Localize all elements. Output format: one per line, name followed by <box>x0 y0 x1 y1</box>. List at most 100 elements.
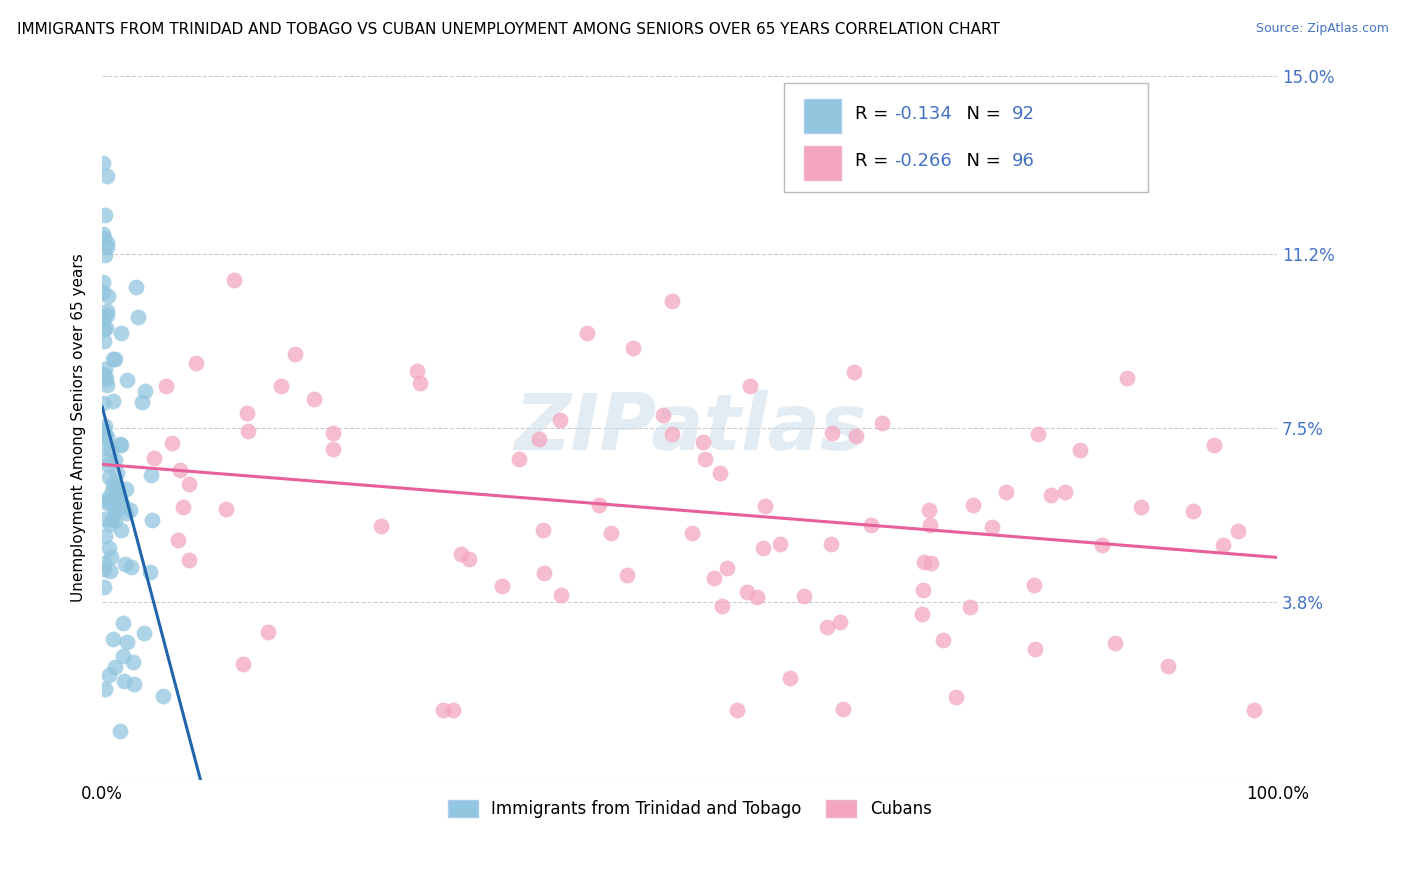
Point <box>108 437 131 451</box>
Point <box>155 379 177 393</box>
Point <box>160 436 183 450</box>
Point <box>110 326 132 341</box>
FancyBboxPatch shape <box>783 83 1147 192</box>
Point <box>93 313 115 327</box>
Point <box>821 425 844 440</box>
Point <box>550 588 572 602</box>
Point <box>104 513 127 527</box>
Point <box>96 235 118 250</box>
Point <box>152 689 174 703</box>
Point <box>96 308 118 322</box>
Y-axis label: Unemployment Among Seniors over 65 years: Unemployment Among Seniors over 65 years <box>72 253 86 602</box>
Point <box>96 240 118 254</box>
Point <box>114 557 136 571</box>
Point <box>441 703 464 717</box>
Point <box>270 379 292 393</box>
Point <box>172 500 194 514</box>
Point <box>96 321 118 335</box>
Point <box>845 429 868 443</box>
Point <box>232 657 254 672</box>
Point <box>681 526 703 541</box>
Point <box>1039 125 1062 139</box>
Point <box>1243 703 1265 717</box>
Point <box>107 484 129 499</box>
Text: 92: 92 <box>1011 104 1035 123</box>
Point <box>236 406 259 420</box>
Point <box>1091 539 1114 553</box>
Point <box>97 493 120 508</box>
Point <box>94 372 117 386</box>
Point <box>711 599 734 614</box>
Point <box>93 310 115 324</box>
Point <box>920 556 942 570</box>
Point <box>215 502 238 516</box>
Point <box>575 326 598 340</box>
Point <box>108 491 131 506</box>
Text: IMMIGRANTS FROM TRINIDAD AND TOBAGO VS CUBAN UNEMPLOYMENT AMONG SENIORS OVER 65 : IMMIGRANTS FROM TRINIDAD AND TOBAGO VS C… <box>17 22 1000 37</box>
Point <box>111 649 134 664</box>
Point <box>94 362 117 376</box>
Point <box>959 599 981 614</box>
Point <box>179 552 201 566</box>
Point <box>141 513 163 527</box>
Point <box>93 580 115 594</box>
Point <box>94 512 117 526</box>
Point <box>870 416 893 430</box>
Point <box>108 723 131 738</box>
Point <box>114 483 136 497</box>
Point <box>93 367 115 381</box>
Point <box>1024 642 1046 657</box>
Point <box>842 365 865 379</box>
Point <box>104 504 127 518</box>
Point <box>1026 427 1049 442</box>
Point <box>138 565 160 579</box>
Point <box>134 384 156 399</box>
Point <box>97 541 120 555</box>
Point <box>112 615 135 630</box>
Point <box>1104 635 1126 649</box>
Point <box>621 341 644 355</box>
Point <box>125 280 148 294</box>
Point <box>93 441 115 455</box>
Point <box>93 334 115 348</box>
FancyBboxPatch shape <box>804 99 841 133</box>
Point <box>110 523 132 537</box>
Point <box>651 408 673 422</box>
Point <box>1069 442 1091 457</box>
Point <box>457 552 479 566</box>
Point <box>236 424 259 438</box>
Point <box>779 671 801 685</box>
Point <box>661 293 683 308</box>
Point <box>101 477 124 491</box>
Point <box>370 518 392 533</box>
Point <box>115 635 138 649</box>
Point <box>104 351 127 366</box>
Point <box>981 520 1004 534</box>
Point <box>93 556 115 570</box>
Point <box>93 682 115 697</box>
Point <box>1182 504 1205 518</box>
Point <box>832 702 855 716</box>
Point <box>104 660 127 674</box>
Point <box>1156 658 1178 673</box>
Point <box>533 566 555 581</box>
Point <box>725 703 748 717</box>
Point <box>93 231 115 245</box>
Text: R =: R = <box>855 152 894 169</box>
Point <box>93 208 115 222</box>
Point <box>120 503 142 517</box>
Point <box>692 434 714 449</box>
Point <box>100 516 122 531</box>
Text: 96: 96 <box>1011 152 1035 169</box>
Point <box>1040 487 1063 501</box>
Point <box>1130 500 1153 515</box>
Point <box>406 364 429 378</box>
Point <box>716 561 738 575</box>
Point <box>98 564 121 578</box>
Point <box>100 442 122 456</box>
Point <box>912 555 935 569</box>
Point <box>97 470 120 484</box>
Text: N =: N = <box>955 104 1007 123</box>
Point <box>94 419 117 434</box>
Point <box>104 453 127 467</box>
